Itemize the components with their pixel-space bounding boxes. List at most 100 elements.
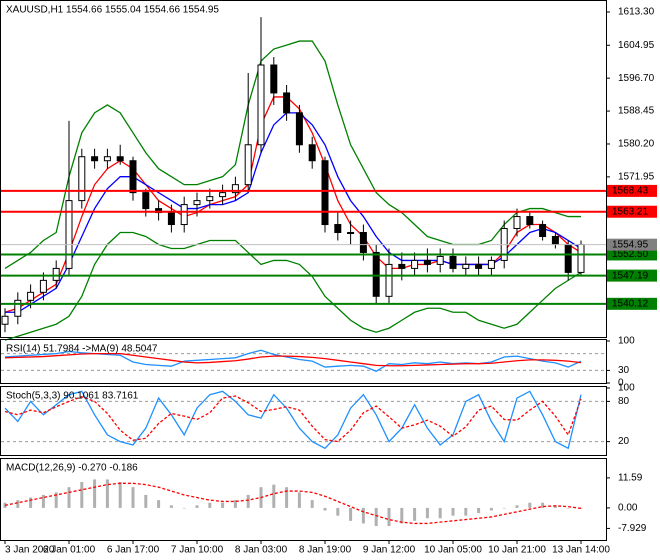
histogram-bar (438, 507, 442, 519)
level-label-box (607, 248, 657, 261)
candle-body (334, 224, 342, 234)
candle-body (27, 291, 35, 301)
candle-body (321, 160, 329, 226)
histogram-bar (464, 507, 468, 516)
candle-body (436, 255, 444, 265)
histogram-bar (336, 507, 340, 516)
level-label-box (607, 205, 657, 218)
panel (0, 386, 607, 456)
histogram-bar (361, 507, 365, 524)
histogram-bar (579, 507, 583, 509)
candle-body (180, 204, 188, 226)
candle-body (564, 243, 572, 273)
histogram-bar (553, 505, 557, 508)
x-tick-label: 8 Jan 19:00 (299, 545, 352, 556)
histogram-bar (41, 494, 45, 508)
candle-body (551, 236, 559, 245)
histogram-bar (349, 507, 353, 521)
candle-body (372, 251, 380, 297)
candle-body (513, 216, 521, 230)
y-tick-label: 1596.70 (618, 73, 655, 84)
y-tick-label: 20 (618, 436, 630, 447)
level-label: 1547.19 (612, 270, 649, 281)
histogram-bar (195, 505, 199, 508)
histogram-bar (208, 502, 212, 508)
candle-body (385, 263, 393, 297)
indicator-title: MACD(12,26,9) -0.270 -0.186 (6, 463, 138, 474)
y-tick-label: 11.59 (618, 473, 643, 484)
histogram-bar (400, 507, 404, 524)
histogram-bar (425, 507, 429, 519)
candle-body (167, 212, 175, 226)
candle-body (577, 243, 585, 273)
candle-body (423, 259, 431, 265)
x-tick-label: 8 Jan 03:00 (235, 545, 288, 556)
candle-body (244, 144, 252, 186)
candle-body (206, 196, 214, 202)
y-tick-label: 1604.95 (618, 40, 655, 51)
histogram-bar (54, 492, 58, 508)
histogram-bar (566, 507, 570, 509)
histogram-bar (131, 487, 135, 508)
indicator-line (4, 482, 582, 525)
histogram-bar (477, 507, 481, 514)
candle-body (411, 259, 419, 269)
histogram-bar (310, 500, 314, 508)
candle-body (65, 200, 73, 269)
x-tick-label: 10 Jan 05:00 (424, 545, 482, 556)
histogram-bar (80, 482, 84, 508)
candle-body (116, 156, 124, 162)
histogram-bar (541, 502, 545, 508)
level-label-box (607, 297, 657, 310)
level-label-box (607, 269, 657, 282)
candle-body (475, 263, 483, 269)
level-label: 1540.12 (612, 298, 649, 309)
candle-body (462, 263, 470, 269)
y-tick-label: 0.00 (618, 503, 638, 514)
candle-body (257, 64, 265, 146)
level-label: 1552.50 (612, 249, 649, 260)
level-label-box (607, 184, 657, 197)
histogram-bar (105, 479, 109, 508)
histogram-bar (323, 507, 327, 511)
histogram-bar (387, 507, 391, 527)
histogram-bar (67, 487, 71, 508)
histogram-bar (182, 507, 186, 509)
y-tick-label: 100 (618, 336, 635, 347)
candle-body (103, 156, 111, 162)
candle-body (539, 224, 547, 238)
x-tick-label: 3 Jan 2020 (5, 545, 55, 556)
candle-body (526, 216, 534, 226)
candle-body (39, 279, 47, 293)
y-tick-label: 1613.30 (618, 7, 655, 18)
histogram-bar (515, 505, 519, 508)
level-label: 1568.43 (612, 186, 649, 197)
histogram-bar (451, 507, 455, 516)
indicator-title: XAUUSD,H1 1554.66 1555.04 1554.66 1554.9… (6, 5, 219, 16)
histogram-bar (144, 494, 148, 508)
candle-body (270, 64, 278, 94)
candle-body (1, 315, 9, 325)
level-label: 1563.21 (612, 206, 649, 217)
candle-body (193, 200, 201, 206)
candle-body (347, 232, 355, 235)
histogram-bar (528, 502, 532, 508)
candle-body (487, 259, 495, 269)
candle-body (78, 156, 86, 202)
indicator-line (4, 395, 582, 443)
panel (0, 458, 607, 541)
candle-body (449, 255, 457, 269)
histogram-bar (118, 482, 122, 508)
last-price-box (607, 238, 657, 251)
y-tick-label: 0 (618, 378, 624, 389)
x-tick-label: 6 Jan 01:00 (43, 545, 96, 556)
x-tick-label: 6 Jan 17:00 (107, 545, 160, 556)
candle-body (142, 192, 150, 210)
x-tick-label: 7 Jan 10:00 (171, 545, 224, 556)
last-price-label: 1554.95 (612, 239, 649, 250)
x-tick-label: 13 Jan 14:00 (552, 545, 610, 556)
histogram-bar (297, 492, 301, 508)
candle-body (295, 112, 303, 146)
